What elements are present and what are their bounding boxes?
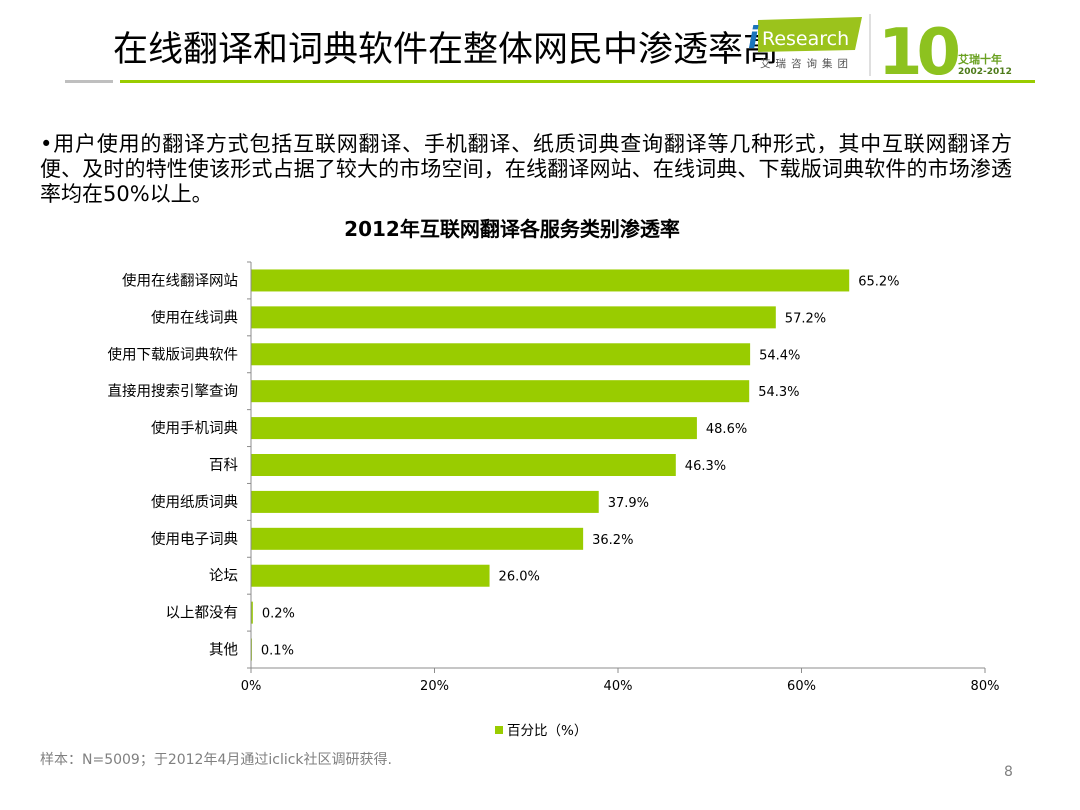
- legend-label: 百分比（%）: [507, 723, 587, 739]
- category-label: 以上都没有: [166, 605, 239, 622]
- bar: [251, 527, 584, 550]
- x-tick-label: 80%: [971, 679, 1000, 694]
- bar: [251, 343, 751, 366]
- page-number: 8: [1004, 764, 1013, 780]
- bar: [251, 306, 776, 329]
- iresearch-logo: i Research 艾瑞咨询集团 10 艾瑞十年 2002-2012: [748, 14, 1012, 90]
- bar: [251, 269, 850, 292]
- logo-anniversary-label: 艾瑞十年: [958, 52, 1002, 66]
- category-label: 使用下载版词典软件: [108, 346, 239, 363]
- bar: [251, 490, 599, 513]
- logo-brand-prefix: i: [748, 21, 759, 56]
- data-label: 0.2%: [262, 607, 295, 622]
- logo-anniversary-number: 10: [878, 16, 959, 90]
- logo-anniversary-years: 2002-2012: [958, 67, 1012, 77]
- category-label: 使用纸质词典: [151, 494, 238, 511]
- category-label: 使用在线翻译网站: [122, 272, 238, 289]
- data-label: 48.6%: [706, 422, 747, 437]
- x-tick-label: 20%: [420, 679, 449, 694]
- x-tick-label: 60%: [787, 679, 816, 694]
- data-label: 26.0%: [499, 570, 540, 585]
- header-rule-gray: [65, 80, 113, 83]
- header-rule-green: [120, 80, 1035, 83]
- category-label: 论坛: [209, 568, 238, 585]
- bar: [251, 564, 490, 587]
- category-label: 使用电子词典: [151, 531, 238, 548]
- chart-title: 2012年互联网翻译各服务类别渗透率: [344, 217, 680, 241]
- bar: [251, 380, 750, 403]
- data-label: 54.3%: [758, 385, 799, 400]
- bullet-paragraph: •用户使用的翻译方式包括互联网翻译、手机翻译、纸质词典查询翻译等几种形式，其中互…: [40, 132, 1012, 206]
- bar: [251, 454, 676, 476]
- data-label: 57.2%: [785, 311, 826, 326]
- data-label: 37.9%: [608, 496, 649, 511]
- logo-brand-name: Research: [762, 28, 849, 50]
- bar: [251, 417, 697, 440]
- category-label: 使用手机词典: [151, 420, 238, 437]
- data-label: 54.4%: [759, 348, 800, 363]
- slide-title: 在线翻译和词典软件在整体网民中渗透率高: [113, 30, 779, 70]
- data-label: 36.2%: [592, 533, 633, 548]
- logo-group-name: 艾瑞咨询集团: [760, 57, 853, 70]
- category-label: 百科: [209, 457, 238, 474]
- x-tick-label: 0%: [241, 679, 262, 694]
- data-label: 0.1%: [261, 644, 294, 659]
- legend-swatch: [495, 726, 503, 734]
- category-label: 使用在线词典: [151, 309, 238, 326]
- bar: [251, 601, 253, 624]
- logo-green-badge: [758, 17, 862, 52]
- data-label: 65.2%: [858, 274, 899, 289]
- data-label: 46.3%: [685, 459, 726, 474]
- x-tick-label: 40%: [604, 679, 633, 694]
- category-label: 其他: [209, 642, 238, 659]
- category-label: 直接用搜索引擎查询: [108, 383, 239, 400]
- sample-footnote: 样本：N=5009；于2012年4月通过iclick社区调研获得.: [40, 752, 392, 768]
